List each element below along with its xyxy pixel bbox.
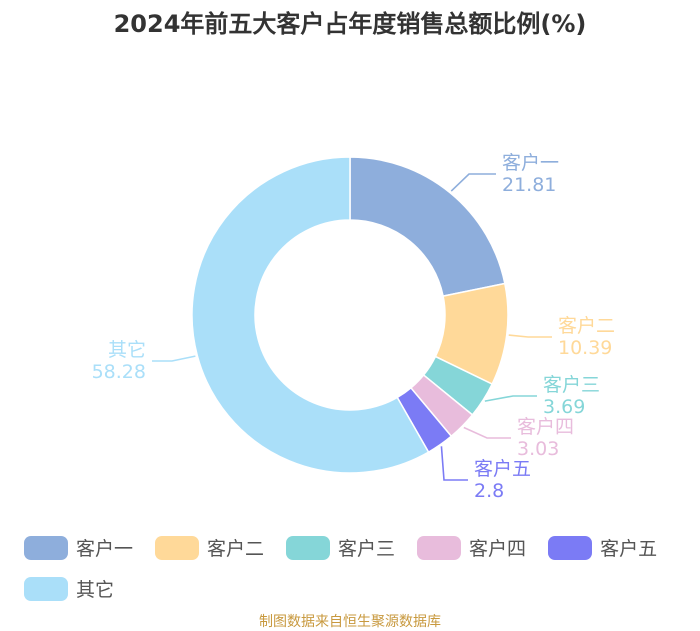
legend-swatch bbox=[286, 535, 331, 560]
callout-line-customer-2 bbox=[508, 334, 552, 338]
legend-label: 其它 bbox=[76, 579, 115, 601]
slice-customer-1[interactable] bbox=[349, 156, 506, 297]
callout-line-others bbox=[152, 355, 196, 362]
legend-item-customer-2[interactable]: 客户二 bbox=[155, 534, 264, 561]
slice-value-customer-3: 3.69 bbox=[543, 396, 585, 418]
callout-line-customer-4 bbox=[463, 426, 511, 439]
legend-item-customer-3[interactable]: 客户三 bbox=[286, 534, 395, 561]
slice-value-customer-5: 2.8 bbox=[474, 480, 504, 502]
legend-swatch bbox=[24, 576, 68, 601]
chart-title: 2024年前五大客户占年度销售总额比例(%) bbox=[113, 10, 587, 38]
slice-label-customer-4: 客户四 bbox=[517, 416, 574, 438]
legend-item-customer-4[interactable]: 客户四 bbox=[417, 534, 526, 561]
slice-value-customer-1: 21.81 bbox=[502, 174, 556, 196]
legend-item-customer-1[interactable]: 客户一 bbox=[24, 534, 133, 561]
legend-label: 客户三 bbox=[338, 538, 396, 560]
legend-label: 客户四 bbox=[469, 538, 527, 560]
legend-swatch bbox=[24, 535, 68, 560]
slice-label-customer-1: 客户一 bbox=[502, 152, 559, 174]
slice-value-customer-4: 3.03 bbox=[517, 438, 559, 460]
legend-label: 客户二 bbox=[207, 538, 265, 560]
slice-label-customer-3: 客户三 bbox=[543, 374, 600, 396]
legend-item-customer-5[interactable]: 客户五 bbox=[548, 534, 657, 561]
legend-swatch bbox=[155, 535, 200, 560]
legend-item-others[interactable]: 其它 bbox=[24, 575, 114, 602]
callout-line-customer-3 bbox=[484, 395, 537, 402]
slice-label-customer-5: 客户五 bbox=[474, 458, 531, 480]
donut-slices bbox=[191, 156, 509, 474]
slice-value-others: 58.28 bbox=[92, 361, 146, 383]
legend-swatch bbox=[548, 535, 593, 560]
slice-label-others: 其它 bbox=[108, 339, 146, 361]
callout-line-customer-1 bbox=[450, 173, 496, 192]
legend-swatch bbox=[417, 535, 462, 560]
chart-legend: 客户一 客户二 客户三 客户四 客户五其它 bbox=[24, 534, 684, 602]
callout-line-customer-5 bbox=[440, 446, 468, 481]
source-note: 制图数据来自恒生聚源数据库 bbox=[259, 614, 441, 630]
slice-label-customer-2: 客户二 bbox=[558, 315, 615, 337]
legend-label: 客户一 bbox=[76, 538, 134, 560]
legend-label: 客户五 bbox=[600, 538, 658, 560]
slice-others[interactable] bbox=[191, 156, 430, 474]
slice-value-customer-2: 10.39 bbox=[558, 337, 612, 359]
